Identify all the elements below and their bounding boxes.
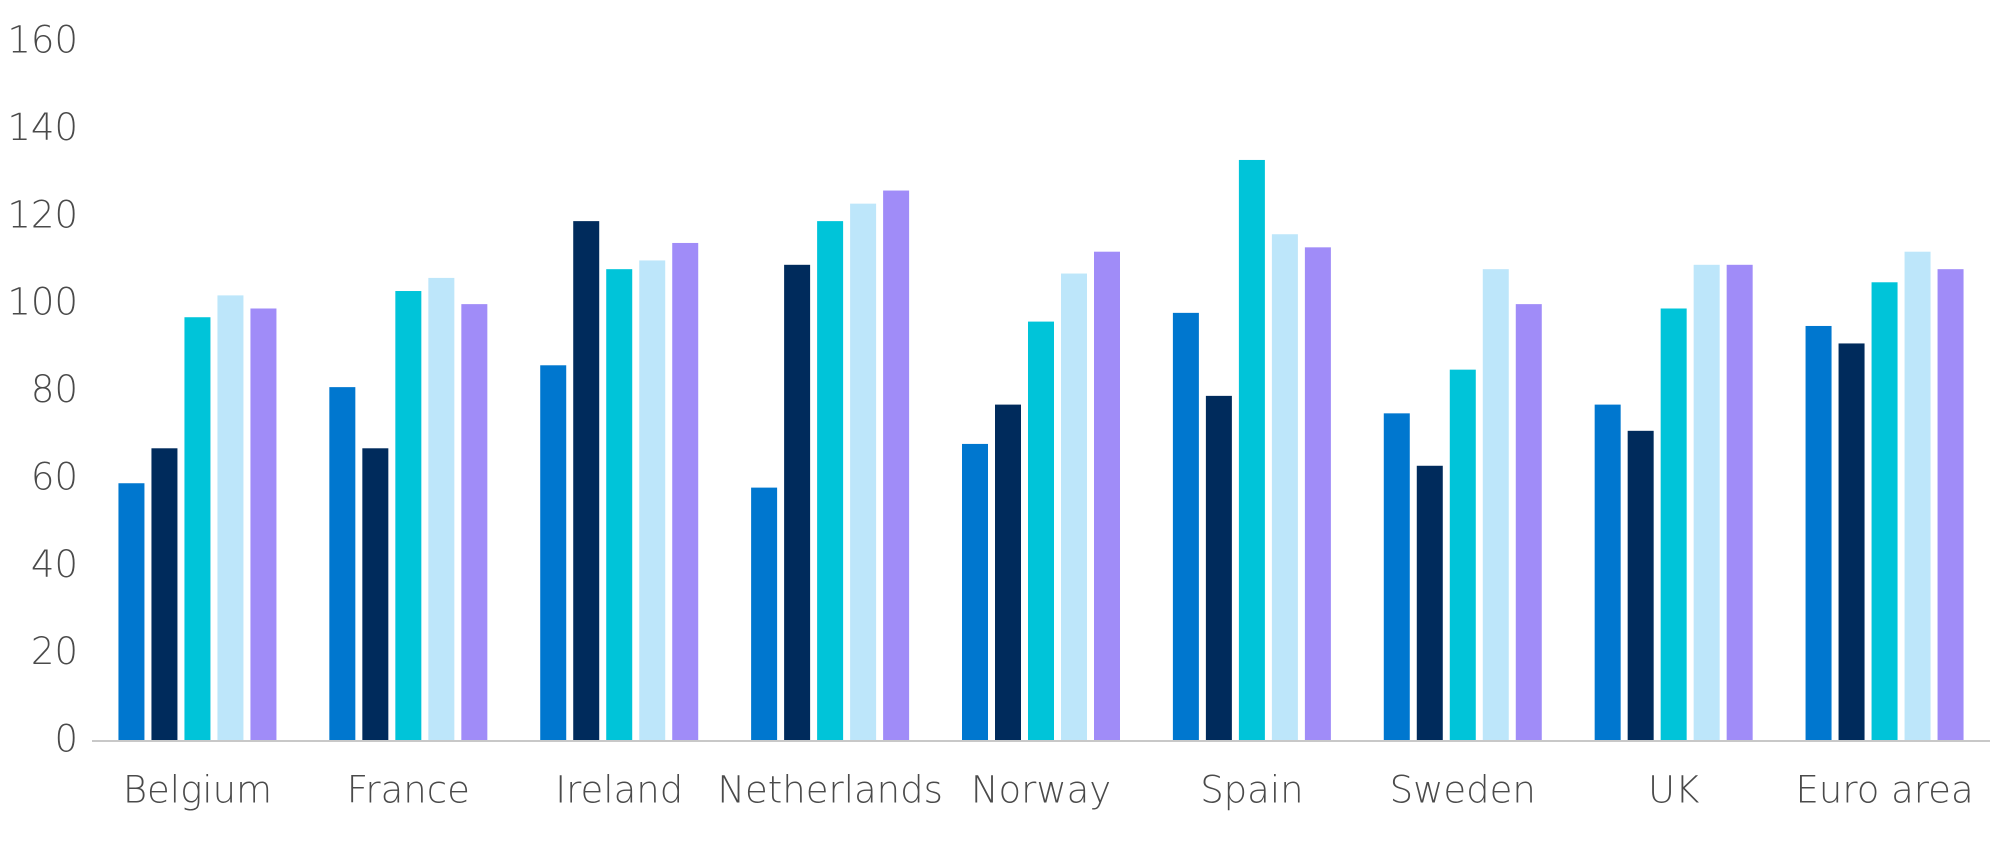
bar [118,483,145,741]
bar [184,317,211,741]
bar [1594,404,1621,741]
bar [883,190,910,742]
bar [1449,369,1476,741]
y-tick-label: 80 [31,368,78,411]
y-tick-label: 100 [7,281,78,324]
bar [573,221,600,741]
bar [1726,264,1753,741]
bar [151,448,178,741]
bar [1061,273,1087,741]
y-tick-label: 160 [7,19,78,62]
x-tick-label: UK [1648,769,1699,812]
bar [995,404,1021,741]
bar [1871,282,1898,741]
bar [1482,269,1509,741]
bar [250,308,277,741]
y-tick-label: 120 [7,193,78,236]
bar [1172,312,1199,741]
bar [672,242,699,741]
bar [962,443,988,741]
y-tick-label: 60 [31,455,78,498]
bar [428,277,455,741]
bar [1304,247,1331,742]
y-tick-label: 20 [31,630,78,673]
x-tick-label: Sweden [1390,769,1536,812]
bar [639,260,666,741]
bar [1028,321,1054,741]
bar [1383,413,1410,741]
bar [395,291,422,741]
bar [817,221,844,741]
bar [540,365,567,741]
x-tick-label: France [347,769,470,812]
x-tick-label: Norway [971,769,1111,812]
bar [461,304,488,741]
bar [362,448,389,741]
x-tick-label: Belgium [123,769,272,812]
bar [329,387,356,741]
x-tick-label: Ireland [555,769,683,812]
bar [1805,325,1832,741]
bar [217,295,244,741]
bar [1627,430,1654,741]
bar [784,264,811,741]
x-tick-label: Spain [1200,769,1303,812]
bar [1094,251,1120,741]
x-tick-label: Netherlands [717,769,943,812]
bar [1660,308,1687,741]
bar [1838,343,1865,741]
bar [1904,251,1931,741]
bar [1693,264,1720,741]
bar [1238,159,1265,742]
bar [606,269,633,741]
bar [1515,304,1542,741]
bar [1205,395,1232,741]
bar [1271,234,1298,741]
y-tick-label: 40 [31,543,78,586]
bar [1937,269,1964,741]
bar [850,203,877,742]
bar [751,487,778,741]
bar [1416,465,1443,741]
y-tick-label: 140 [7,106,78,149]
x-tick-label: Euro area [1795,769,1973,812]
y-tick-label: 0 [54,718,78,761]
